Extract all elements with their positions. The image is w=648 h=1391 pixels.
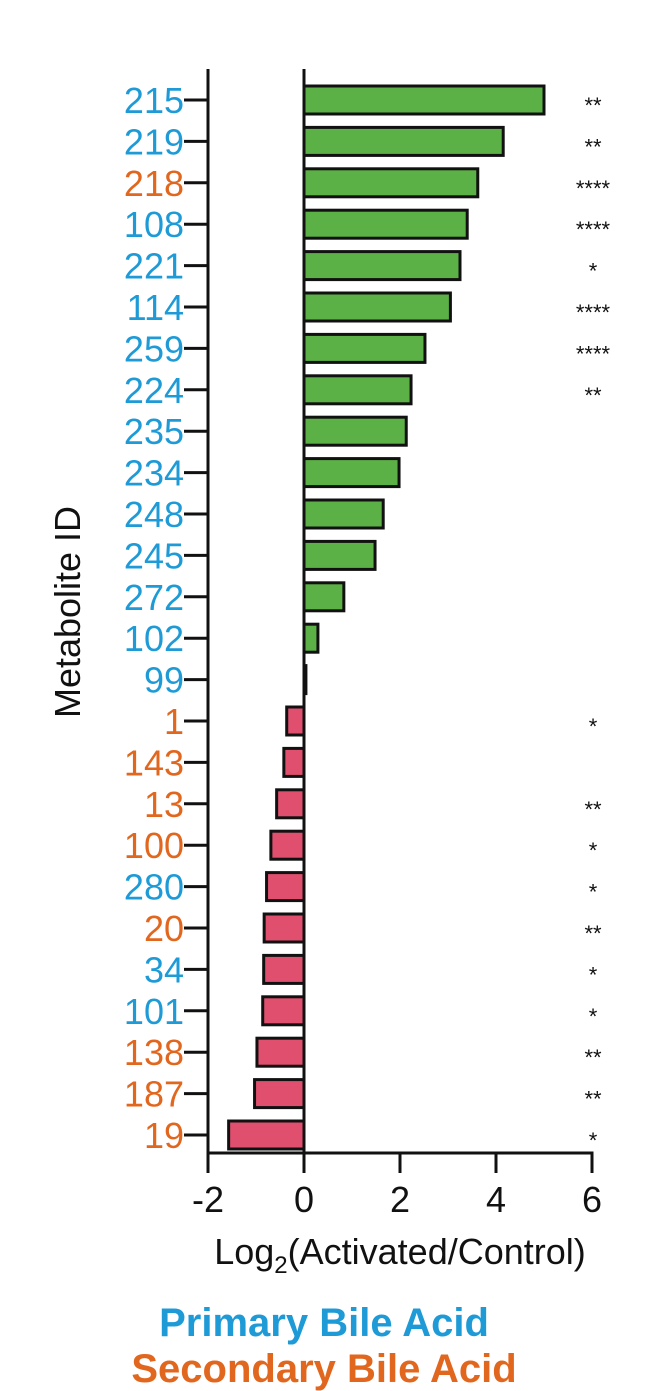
legend-primary-bile-acid: Primary Bile Acid bbox=[159, 1301, 489, 1345]
x-axis-title-rest: (Activated/Control) bbox=[288, 1231, 586, 1272]
bar-187 bbox=[253, 1078, 306, 1110]
significance-34: * bbox=[589, 962, 598, 987]
x-tick-label: 0 bbox=[294, 1179, 314, 1220]
x-axis-title: Log2(Activated/Control) bbox=[214, 1231, 586, 1279]
x-axis-title-main: Log bbox=[214, 1231, 274, 1272]
y-tick-label-234: 234 bbox=[124, 453, 184, 494]
significance-221: * bbox=[589, 259, 598, 284]
y-tick-label-248: 248 bbox=[124, 494, 184, 535]
significance-101: * bbox=[589, 1004, 598, 1029]
bar-218 bbox=[302, 167, 480, 199]
bar-234 bbox=[302, 457, 401, 489]
bar-235 bbox=[302, 415, 408, 447]
bar-108 bbox=[302, 208, 469, 240]
y-tick-label-259: 259 bbox=[124, 328, 184, 369]
y-tick-label-13: 13 bbox=[144, 784, 184, 825]
x-tick-label: 6 bbox=[582, 1179, 602, 1220]
bar-100 bbox=[269, 829, 306, 861]
y-tick-label-99: 99 bbox=[144, 660, 184, 701]
bar-19 bbox=[227, 1119, 306, 1151]
bar-272 bbox=[302, 581, 346, 613]
y-tick-label-114: 114 bbox=[127, 287, 184, 328]
y-tick-label-219: 219 bbox=[124, 121, 184, 162]
bar-215 bbox=[302, 84, 546, 116]
significance-114: **** bbox=[576, 300, 611, 325]
significance-187: ** bbox=[584, 1087, 602, 1112]
bar-280 bbox=[265, 871, 306, 903]
significance-100: * bbox=[589, 838, 598, 863]
y-tick-label-102: 102 bbox=[124, 618, 184, 659]
bar-1 bbox=[285, 705, 306, 737]
y-tick-label-138: 138 bbox=[124, 1032, 184, 1073]
bar-20 bbox=[262, 912, 306, 944]
significance-218: **** bbox=[576, 176, 611, 201]
bar-219 bbox=[302, 125, 505, 157]
bar-13 bbox=[275, 788, 306, 820]
y-tick-label-221: 221 bbox=[124, 246, 184, 287]
significance-259: **** bbox=[576, 341, 611, 366]
y-tick-label-101: 101 bbox=[124, 991, 184, 1032]
bar-114 bbox=[302, 291, 452, 323]
y-tick-label-20: 20 bbox=[144, 908, 184, 949]
y-tick-label-34: 34 bbox=[144, 949, 184, 990]
bar-102 bbox=[302, 622, 320, 654]
y-tick-label-245: 245 bbox=[124, 535, 184, 576]
y-tick-label-1: 1 bbox=[164, 701, 184, 742]
bar-138 bbox=[255, 1036, 306, 1068]
significance-layer: ************************************* bbox=[576, 93, 611, 1153]
x-tick-label: 4 bbox=[486, 1179, 506, 1220]
x-axis-title-subscript: 2 bbox=[274, 1252, 287, 1279]
significance-215: ** bbox=[584, 93, 602, 118]
bar-34 bbox=[262, 953, 306, 985]
y-tick-label-218: 218 bbox=[124, 163, 184, 204]
y-tick-label-100: 100 bbox=[124, 825, 184, 866]
bar-143 bbox=[282, 746, 306, 778]
y-tick-label-235: 235 bbox=[124, 411, 184, 452]
y-tick-label-187: 187 bbox=[124, 1074, 184, 1115]
bar-101 bbox=[261, 995, 306, 1027]
bar-259 bbox=[302, 332, 427, 364]
significance-19: * bbox=[589, 1128, 598, 1153]
y-tick-label-224: 224 bbox=[124, 370, 184, 411]
bar-248 bbox=[302, 498, 385, 530]
significance-20: ** bbox=[584, 921, 602, 946]
x-tick-label: -2 bbox=[192, 1179, 224, 1220]
axes-layer bbox=[184, 69, 594, 1173]
significance-108: **** bbox=[576, 217, 611, 242]
y-tick-label-143: 143 bbox=[124, 742, 184, 783]
x-tick-label: 2 bbox=[390, 1179, 410, 1220]
bars-layer bbox=[227, 84, 546, 1151]
significance-13: ** bbox=[584, 797, 602, 822]
significance-280: * bbox=[589, 880, 598, 905]
y-axis-title: Metabolite ID bbox=[47, 506, 88, 718]
y-tick-label-272: 272 bbox=[124, 577, 184, 618]
y-tick-label-108: 108 bbox=[124, 204, 184, 245]
significance-1: * bbox=[589, 714, 598, 739]
bar-221 bbox=[302, 250, 462, 282]
legend-secondary-bile-acid: Secondary Bile Acid bbox=[131, 1347, 517, 1391]
significance-138: ** bbox=[584, 1045, 602, 1070]
significance-224: ** bbox=[584, 383, 602, 408]
significance-219: ** bbox=[584, 134, 602, 159]
y-tick-label-280: 280 bbox=[124, 867, 184, 908]
y-tick-label-19: 19 bbox=[144, 1115, 184, 1156]
y-tick-label-215: 215 bbox=[124, 80, 184, 121]
bar-chart: -2 0 2 4 62152192181082211142592242352342482… bbox=[47, 69, 611, 1279]
bar-224 bbox=[302, 374, 413, 406]
labels-layer: -2 0 2 4 62152192181082211142592242352342482… bbox=[124, 80, 602, 1220]
bar-245 bbox=[302, 539, 377, 571]
